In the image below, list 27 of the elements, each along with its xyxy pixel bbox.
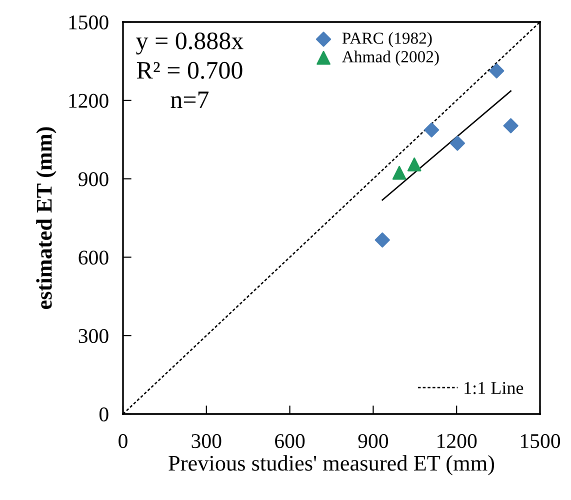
- point: [392, 166, 406, 180]
- annotation: y = 0.888x: [136, 32, 244, 54]
- legend-label: Ahmad (2002): [342, 50, 439, 66]
- x-tick-label: 600: [275, 434, 305, 448]
- y-tick-label: 300: [78, 328, 108, 344]
- x-tick-label: 1500: [521, 434, 560, 448]
- x-axis-title: Previous studies' measured ET (mm): [168, 455, 494, 476]
- point: [503, 118, 518, 134]
- x-tick-label: 300: [192, 434, 222, 448]
- x-tick-label: 900: [358, 434, 388, 448]
- y-tick-label: 0: [99, 407, 108, 422]
- x-tick-label: 0: [118, 434, 128, 448]
- x-tick-label: 1200: [438, 434, 477, 448]
- annotation: n=7: [170, 92, 209, 108]
- y-tick-label: 1500: [69, 15, 108, 30]
- point: [374, 232, 390, 248]
- annotation: R² = 0.700: [136, 62, 242, 79]
- y-tick-label: 900: [78, 172, 108, 186]
- y-axis-title: estimated ET (mm): [36, 127, 56, 309]
- point: [489, 63, 504, 78]
- y-tick-label: 1200: [69, 94, 108, 108]
- point: [407, 157, 422, 172]
- point: [450, 136, 466, 151]
- y-tick-label: 600: [78, 250, 108, 265]
- legend-label: 1:1 Line: [464, 382, 524, 394]
- legend-label: PARC (1982): [342, 32, 432, 48]
- point: [424, 122, 440, 138]
